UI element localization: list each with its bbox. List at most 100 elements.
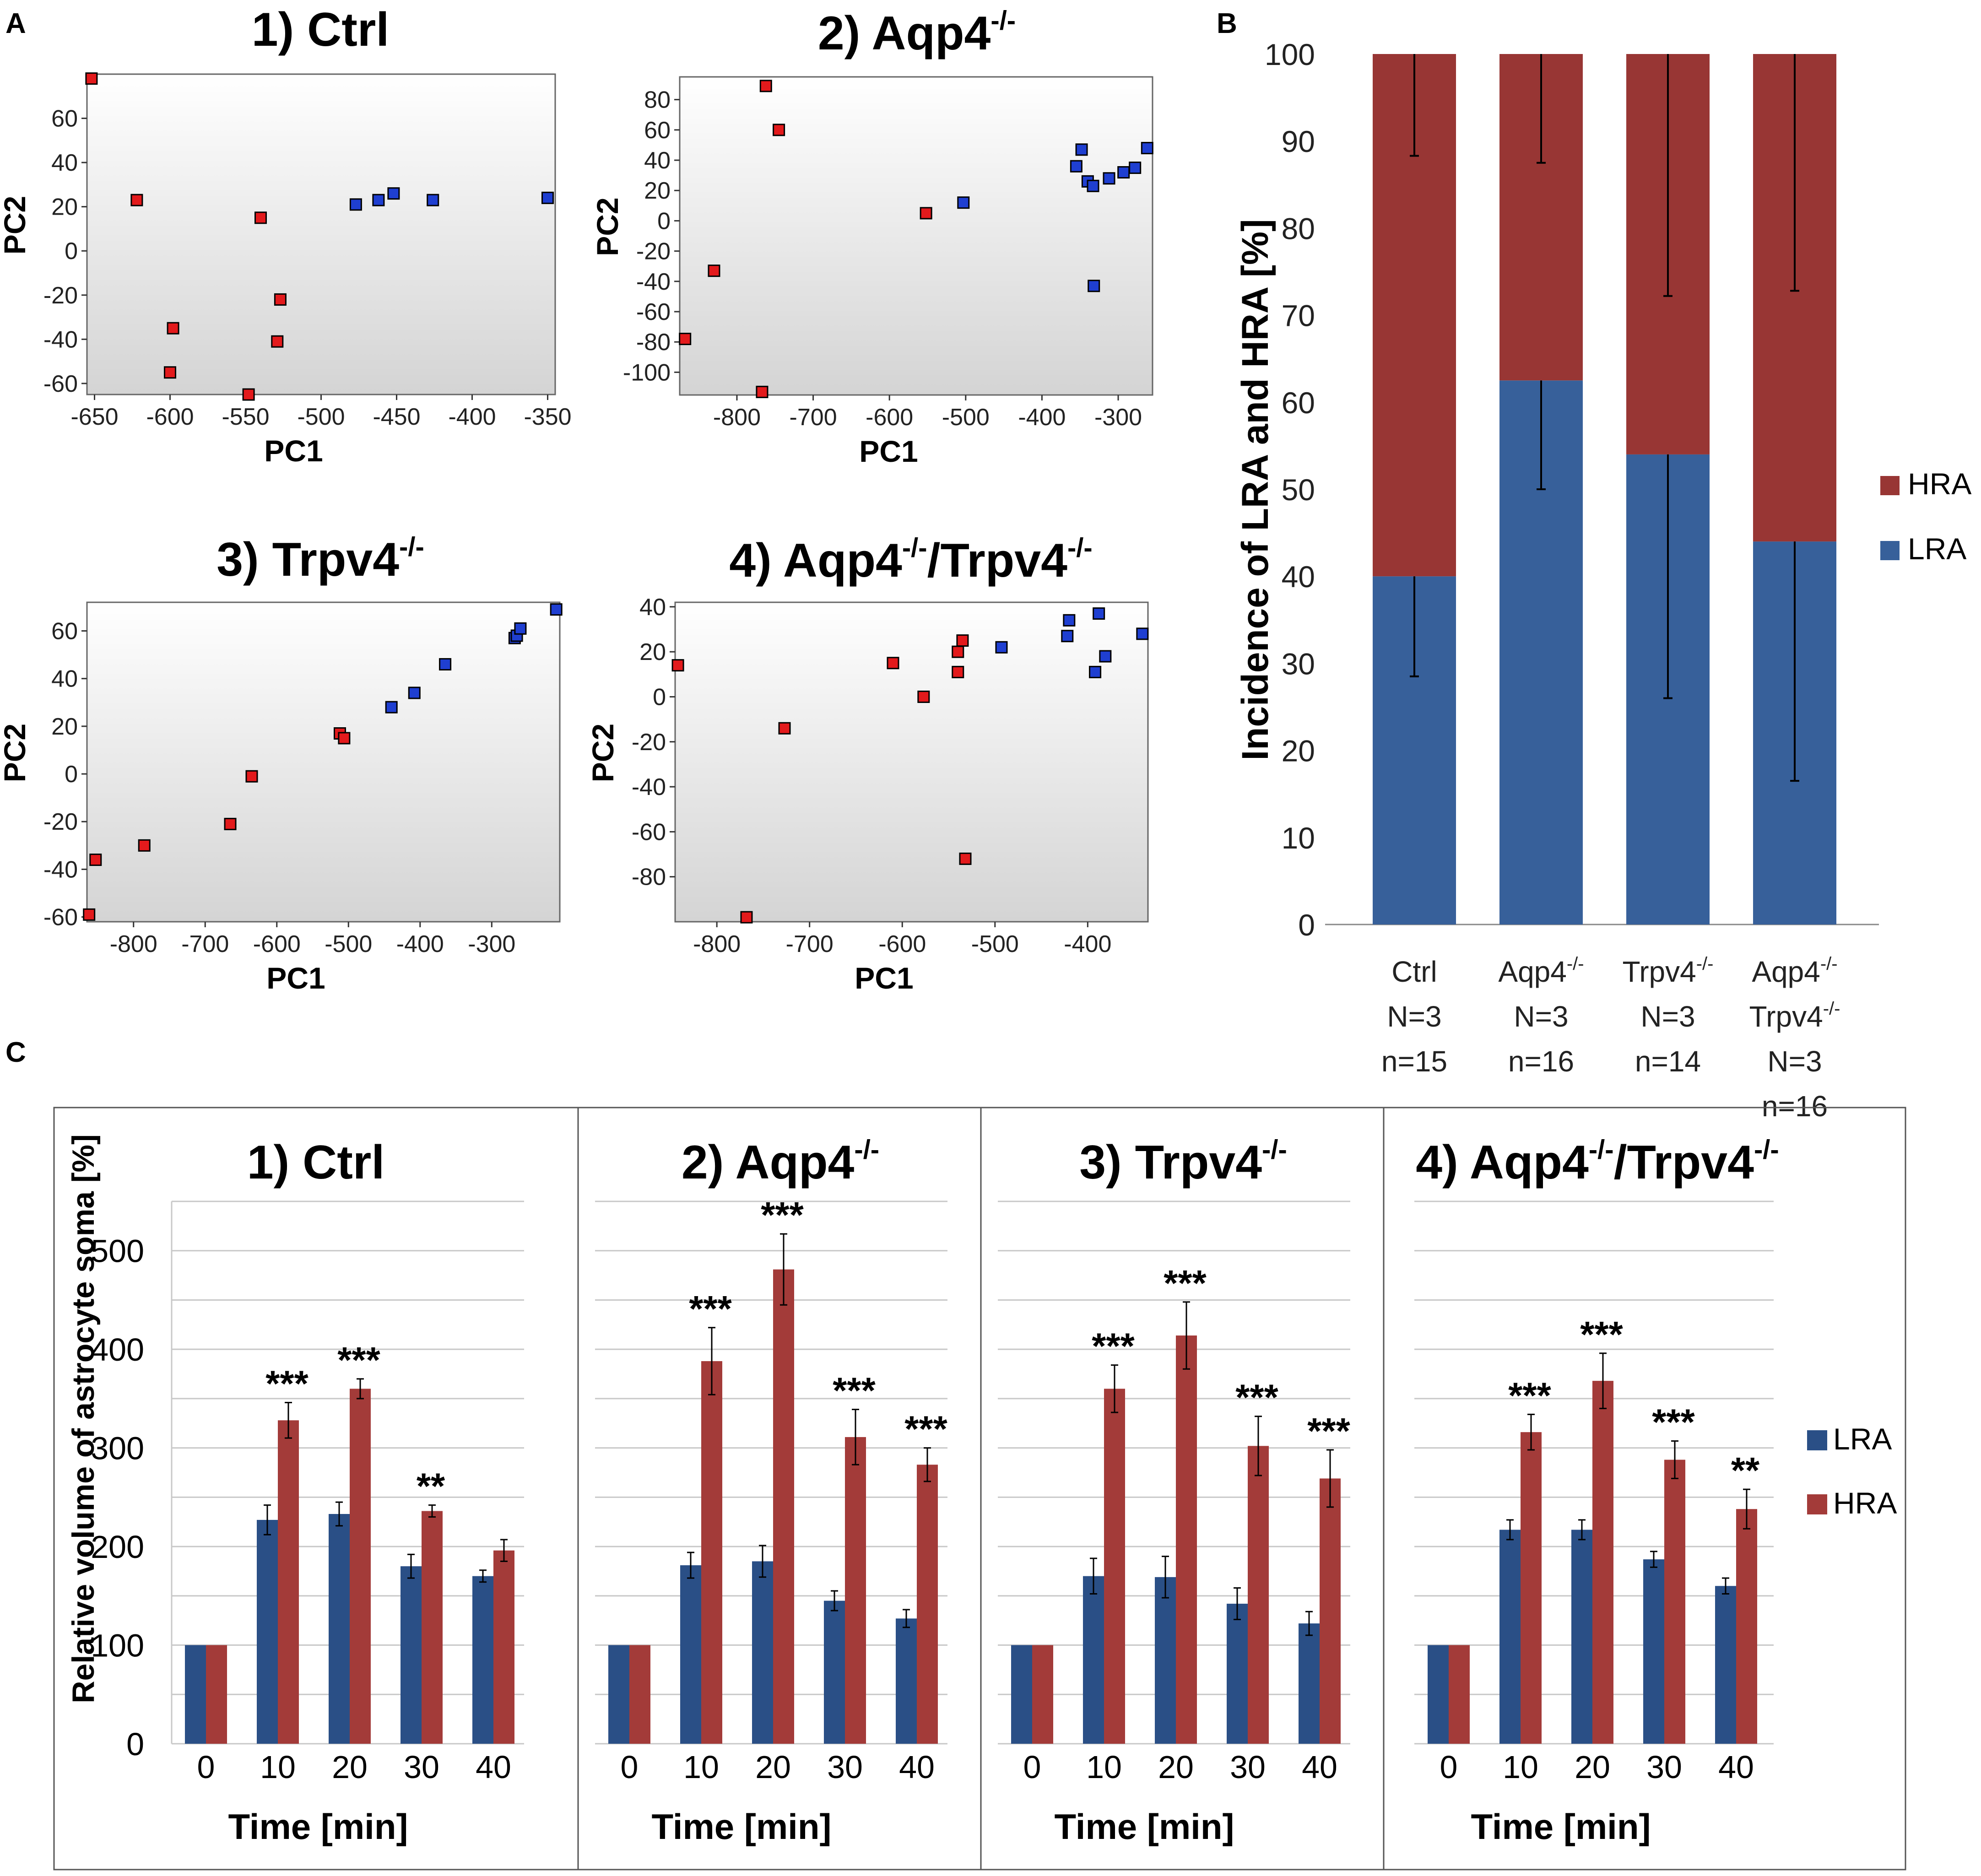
y-tick-label: -20 [632, 729, 666, 756]
significance-stars: *** [1508, 1375, 1551, 1416]
bar-hra [773, 1269, 794, 1744]
scatter-plot-aqp4: 2) Aqp4-/--800 -700 -600 -500 -400 -300-100-8… [590, 6, 1153, 468]
category-text: Trpv4 [1749, 1000, 1823, 1033]
x-axis-title: PC1 [859, 434, 918, 468]
scatter-point-hra [338, 732, 351, 745]
category-text: Aqp4 [1498, 955, 1566, 988]
x-tick-label: -700 [790, 404, 837, 431]
scatter-point-hra [130, 194, 143, 206]
y-tick-label: 40 [644, 147, 671, 174]
bar-lra [1643, 1559, 1664, 1744]
y-tick-label: 20 [51, 714, 78, 740]
category-label: n=16 [1508, 1045, 1574, 1078]
bar-lra [329, 1514, 350, 1744]
y-tick-label: 100 [91, 1628, 144, 1664]
scatter-point-lra [1089, 665, 1102, 678]
x-tick-label: -350 [524, 404, 571, 430]
scatter-point-lra [957, 196, 970, 209]
x-tick-label: -400 [396, 931, 444, 957]
x-tick-label: 0 [1023, 1749, 1041, 1785]
x-tick-label: -450 [373, 404, 420, 430]
bar-lra [1011, 1645, 1032, 1744]
y-tick-label: 0 [657, 208, 671, 234]
y-axis-title: Incidence of LRA and HRA [%] [1234, 219, 1276, 761]
scatter-point-lra [1075, 143, 1088, 156]
category-text: n=16 [1762, 1090, 1828, 1123]
scatter-point-hra [245, 770, 258, 783]
significance-stars: *** [1092, 1326, 1135, 1367]
scatter-point-lra [372, 194, 385, 206]
scatter-point-hra [952, 665, 964, 678]
category-text: n=14 [1635, 1045, 1701, 1078]
scatter-point-hra [85, 72, 98, 85]
y-tick-label: 0 [65, 238, 78, 265]
category-label: Trpv4-/- [1623, 954, 1714, 988]
scatter-point-hra [959, 852, 972, 865]
category-text: Aqp4 [1752, 955, 1820, 988]
title-text: 3) Trpv4 [1079, 1136, 1262, 1189]
scatter-point-lra [541, 191, 554, 204]
x-tick-label: 40 [476, 1749, 511, 1785]
title-superscript: -/- [399, 532, 424, 562]
scatter-point-hra [254, 211, 267, 224]
title-text: 1) Ctrl [247, 1136, 384, 1189]
panel-label-c: C [5, 1037, 26, 1068]
x-tick-label: -300 [468, 931, 515, 957]
x-tick-label: -800 [693, 931, 741, 957]
y-tick-label: 20 [644, 178, 671, 204]
bar-hra [629, 1645, 650, 1744]
x-tick-label: -700 [786, 931, 834, 957]
x-tick-label: -500 [942, 404, 990, 431]
category-text: Trpv4 [1623, 955, 1696, 988]
x-tick-label: 10 [260, 1749, 296, 1785]
scatter-point-lra [995, 641, 1008, 654]
x-tick-label: -500 [971, 931, 1019, 957]
scatter-point-lra [385, 701, 398, 714]
y-tick-label: 100 [1265, 38, 1315, 71]
stacked-bar-chart: 0 10 20 30 40 50 60 70 80 90 100 Incidence of LRA a… [1234, 38, 1971, 1123]
y-tick-label: 70 [1282, 299, 1315, 333]
scatter-point-lra [1061, 630, 1074, 643]
category-label: N=3 [1767, 1045, 1822, 1078]
bar-lra [896, 1618, 917, 1744]
y-tick-label: 40 [639, 594, 666, 621]
scatter-point-hra [224, 817, 237, 830]
x-tick-label: 30 [1646, 1749, 1682, 1785]
category-label: Aqp4-/- [1752, 954, 1837, 988]
x-tick-label: 20 [1575, 1749, 1610, 1785]
x-tick-label: -400 [1064, 931, 1111, 957]
scatter-point-lra [439, 658, 452, 670]
bar-lra [1428, 1645, 1449, 1744]
chart-title: 3) Trpv4-/- [217, 532, 424, 587]
chart-title: 4) Aqp4-/-/Trpv4-/- [729, 533, 1092, 588]
legend-swatch-lra [1880, 541, 1900, 560]
scatter-point-hra [271, 335, 284, 348]
x-tick-label: -800 [713, 404, 761, 431]
bar-lra [1227, 1604, 1248, 1744]
y-tick-label: 0 [1298, 908, 1315, 942]
y-tick-label: 60 [51, 618, 78, 645]
scatter-point-lra [1087, 179, 1099, 192]
legend-swatch-lra [1807, 1430, 1827, 1450]
x-tick-label: 10 [1086, 1749, 1122, 1785]
scatter-point-lra [349, 198, 362, 211]
title-text: /Trpv4 [1614, 1136, 1754, 1189]
scatter-point-hra [83, 908, 96, 921]
bar-lra [1299, 1623, 1320, 1744]
y-tick-label: -100 [623, 359, 671, 386]
y-tick-label: 20 [639, 639, 666, 665]
legend-label-lra: LRA [1908, 532, 1966, 566]
y-tick-label: 80 [644, 87, 671, 114]
bar-hra [1521, 1432, 1542, 1744]
category-superscript: -/- [1823, 999, 1840, 1019]
x-tick-label: 40 [1302, 1749, 1337, 1785]
bar-hra [1248, 1446, 1269, 1744]
y-tick-label: -20 [43, 282, 78, 309]
scatter-point-hra [952, 645, 964, 658]
y-tick-label: -20 [43, 809, 78, 835]
y-axis-title: PC2 [590, 197, 624, 256]
category-label: n=16 [1762, 1090, 1828, 1123]
scatter-point-hra [89, 854, 102, 866]
title-superscript: -/- [1754, 1135, 1779, 1165]
